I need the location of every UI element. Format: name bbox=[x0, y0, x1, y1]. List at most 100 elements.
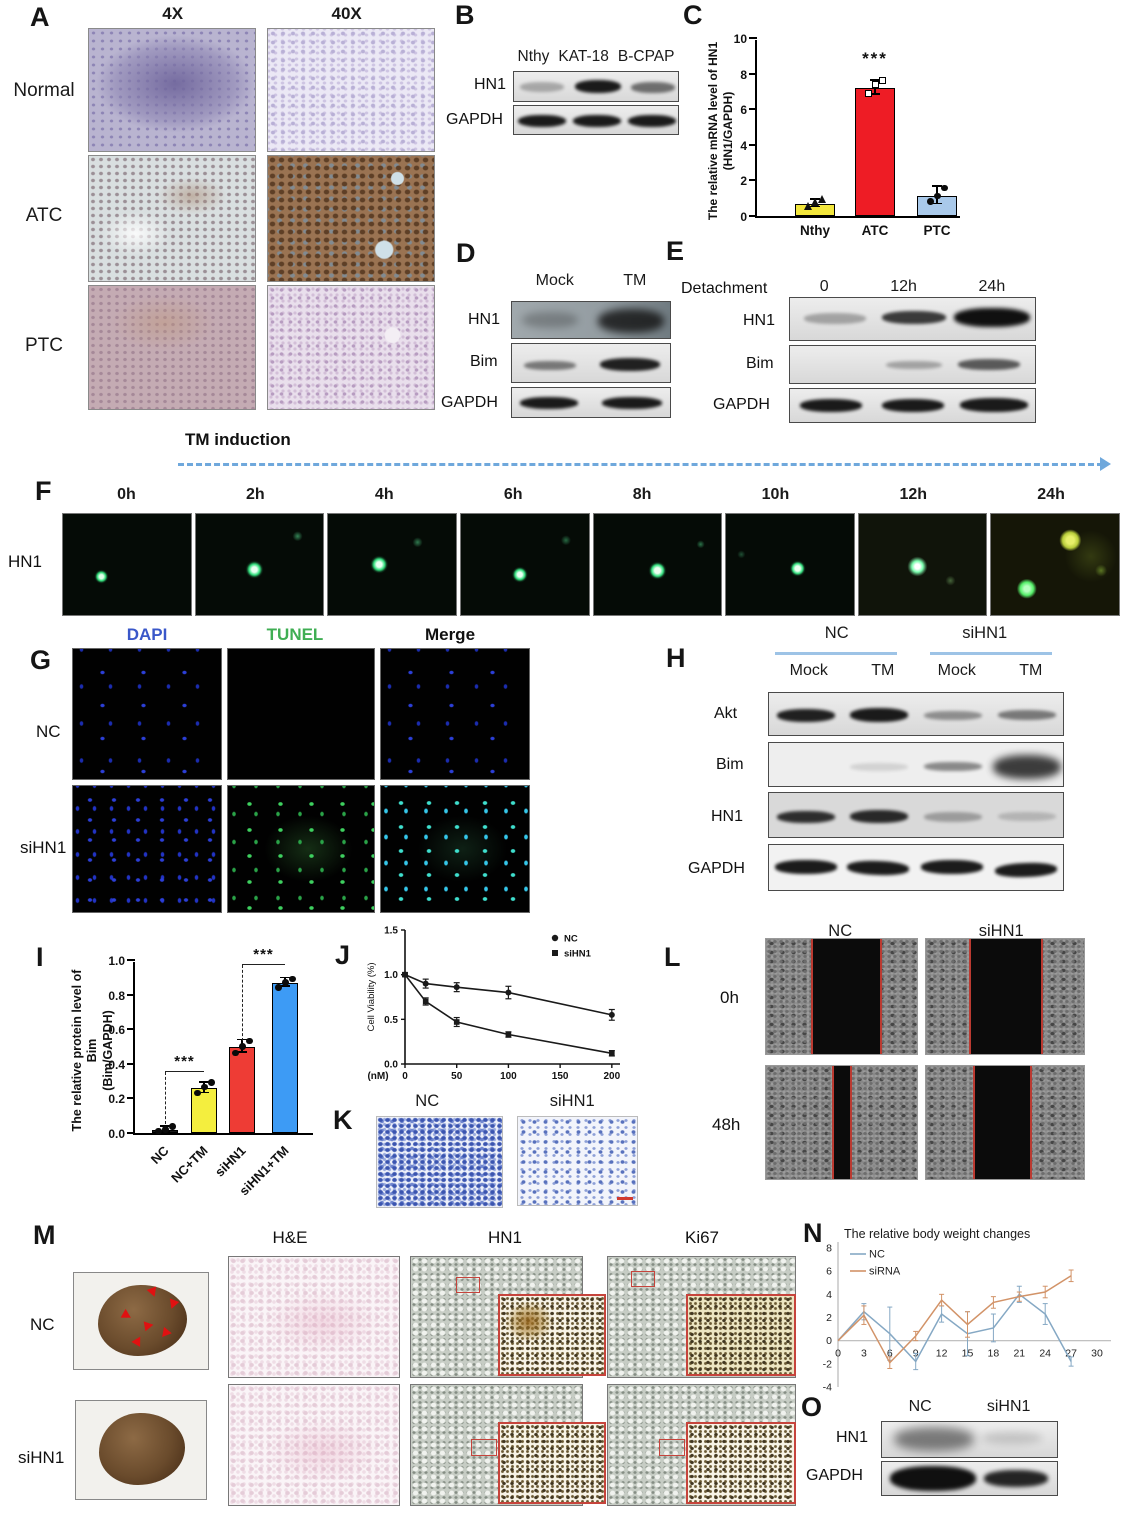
label-item: Mock bbox=[535, 272, 574, 289]
i-y-axis-label-line1: The relative protein level of Bim bbox=[70, 969, 100, 1132]
d-row-bim: Bim bbox=[470, 353, 498, 370]
svg-text:200: 200 bbox=[603, 1071, 620, 1082]
error-cap bbox=[810, 205, 820, 208]
i-y-axis-label-line2: (Bim/GAPDH) bbox=[100, 1010, 115, 1091]
data-point bbox=[282, 979, 289, 986]
l-sihn1-0h-image bbox=[925, 938, 1085, 1055]
panel-a-label: A bbox=[30, 2, 50, 32]
g-header-tunel: TUNEL bbox=[266, 625, 324, 644]
e-row-bim: Bim bbox=[746, 355, 774, 372]
m-header-he: H&E bbox=[272, 1228, 308, 1247]
e-gapdh-blot bbox=[789, 388, 1036, 423]
e-row-hn1: HN1 bbox=[743, 312, 776, 329]
y-tick-label: 1.0 bbox=[108, 954, 125, 968]
e-hn1-blot bbox=[789, 297, 1036, 341]
o-row-hn1: HN1 bbox=[836, 1429, 869, 1446]
h-hn1-blot bbox=[768, 792, 1064, 838]
bar-siHN1 bbox=[229, 1046, 255, 1133]
h-bim-blot bbox=[768, 742, 1064, 787]
svg-text:21: 21 bbox=[1013, 1348, 1025, 1360]
panel-d-label: D bbox=[456, 238, 476, 268]
error-cap bbox=[870, 79, 880, 81]
label-item: NC bbox=[824, 624, 849, 642]
y-tick bbox=[749, 215, 757, 217]
data-point bbox=[162, 1126, 169, 1133]
l-nc-0h-image bbox=[765, 938, 918, 1055]
g-header-merge: Merge bbox=[424, 625, 476, 644]
l-column-headers: NC siHN1 bbox=[765, 922, 1087, 941]
tm-induction-arrowhead-icon bbox=[1100, 457, 1111, 471]
e-row-gapdh: GAPDH bbox=[713, 396, 770, 413]
y-tick-label: 0.8 bbox=[108, 988, 125, 1003]
label-item: NC bbox=[828, 922, 853, 940]
svg-text:6: 6 bbox=[826, 1266, 832, 1278]
b-gapdh-blot bbox=[513, 105, 679, 135]
label-item: 40X bbox=[331, 4, 362, 23]
f-row-hn1: HN1 bbox=[8, 552, 43, 571]
panel-o-label: O bbox=[801, 1392, 823, 1422]
m-nc-he-image bbox=[228, 1256, 400, 1378]
data-point bbox=[239, 1043, 246, 1050]
svg-text:2: 2 bbox=[826, 1312, 832, 1324]
o-hn1-blot bbox=[881, 1421, 1058, 1458]
data-point bbox=[201, 1083, 208, 1091]
a-ptc-40x-image bbox=[267, 285, 435, 410]
f-image-10h bbox=[725, 513, 855, 616]
h-row-akt: Akt bbox=[714, 705, 738, 722]
svg-text:0: 0 bbox=[826, 1335, 832, 1347]
x-label: PTC bbox=[923, 223, 951, 238]
y-tick-label: 6 bbox=[740, 103, 747, 118]
y-tick-label: 2 bbox=[740, 174, 747, 189]
y-tick-label: 10 bbox=[733, 32, 747, 46]
svg-text:siHN1: siHN1 bbox=[564, 949, 592, 960]
m-sihn1-lung-photo bbox=[75, 1400, 207, 1500]
data-point bbox=[803, 202, 812, 211]
y-tick-label: 0.4 bbox=[108, 1057, 125, 1072]
body-weight-line-chart: The relative body weight changes-4-20246… bbox=[823, 1227, 1111, 1394]
d-bim-blot bbox=[511, 343, 671, 383]
label-item: 24h bbox=[978, 278, 1006, 295]
k-sihn1-migration-image bbox=[517, 1116, 638, 1206]
error-cap bbox=[199, 1091, 209, 1094]
k-nc-migration-image bbox=[376, 1116, 503, 1208]
o-lane-labels: NC siHN1 bbox=[881, 1398, 1058, 1416]
tm-induction-arrow-line bbox=[178, 463, 1103, 466]
f-image-strip bbox=[62, 513, 1120, 616]
error-cap bbox=[280, 985, 290, 987]
label-item: B-CPAP bbox=[617, 48, 675, 65]
bar-ATC bbox=[855, 87, 895, 216]
f-image-0h bbox=[62, 513, 192, 616]
a-atc-40x-image bbox=[267, 155, 435, 282]
g-row-nc: NC bbox=[36, 722, 61, 741]
svg-text:30: 30 bbox=[1091, 1348, 1103, 1360]
a-normal-40x-image bbox=[267, 28, 435, 152]
label-item: 6h bbox=[503, 486, 523, 503]
label-item: 24h bbox=[1037, 486, 1065, 503]
svg-text:3: 3 bbox=[861, 1348, 867, 1360]
sig-dash bbox=[165, 1072, 166, 1124]
data-point bbox=[817, 194, 826, 203]
k-column-headers: NC siHN1 bbox=[360, 1092, 650, 1111]
svg-text:The relative body weight chang: The relative body weight changes bbox=[844, 1227, 1030, 1241]
l-nc-48h-image bbox=[765, 1065, 918, 1180]
g-header-dapi: DAPI bbox=[126, 625, 168, 644]
f-image-2h bbox=[194, 513, 325, 616]
y-tick bbox=[749, 143, 757, 146]
bim-protein-bar-chart: 0.0 0.2 0.4 0.6 0.8 1.0 NC NC+TM siHN1 siHN1+TM **… bbox=[108, 946, 313, 1198]
a-atc-4x-image bbox=[88, 155, 256, 282]
data-point bbox=[878, 77, 886, 85]
label-item: 2h bbox=[246, 486, 265, 503]
g-nc-tunel-image bbox=[227, 648, 375, 780]
label-item: Mock bbox=[937, 662, 976, 679]
bar-siHN1+TM bbox=[272, 982, 298, 1133]
panel-g-label: G bbox=[30, 645, 52, 675]
data-point bbox=[155, 1127, 162, 1135]
significance: *** bbox=[174, 1053, 195, 1071]
h-group-labels: NC siHN1 bbox=[768, 624, 1064, 643]
svg-text:8: 8 bbox=[826, 1243, 832, 1255]
svg-text:0.0: 0.0 bbox=[384, 1060, 398, 1071]
panel-k-label: K bbox=[333, 1105, 353, 1135]
label-item: 12h bbox=[890, 278, 917, 295]
data-point bbox=[232, 1049, 239, 1057]
svg-text:0: 0 bbox=[402, 1071, 408, 1082]
